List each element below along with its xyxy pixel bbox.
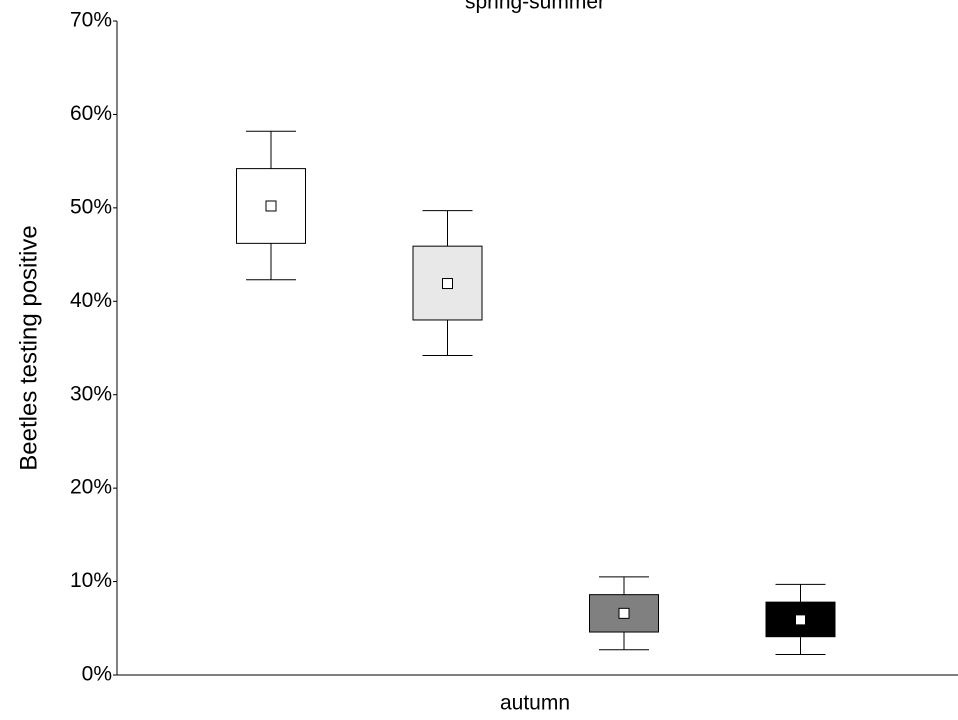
y-tick-label: 30% [70,382,112,405]
y-tick-label: 70% [70,9,112,32]
mean-marker [618,607,630,619]
y-tick-label: 40% [70,289,112,312]
x-axis-label: autumn [500,692,570,715]
mean-marker [442,278,453,290]
y-tick-label: 20% [70,476,112,499]
y-tick-label: 50% [70,195,112,218]
chart-title: spring-summer [465,0,605,14]
y-tick-label: 60% [70,102,112,125]
y-tick-label: 10% [70,569,112,592]
y-tick-label: 0% [82,663,112,686]
mean-marker [795,614,806,626]
y-axis-label: Beetles testing positive [15,225,42,470]
mean-marker [265,200,277,212]
